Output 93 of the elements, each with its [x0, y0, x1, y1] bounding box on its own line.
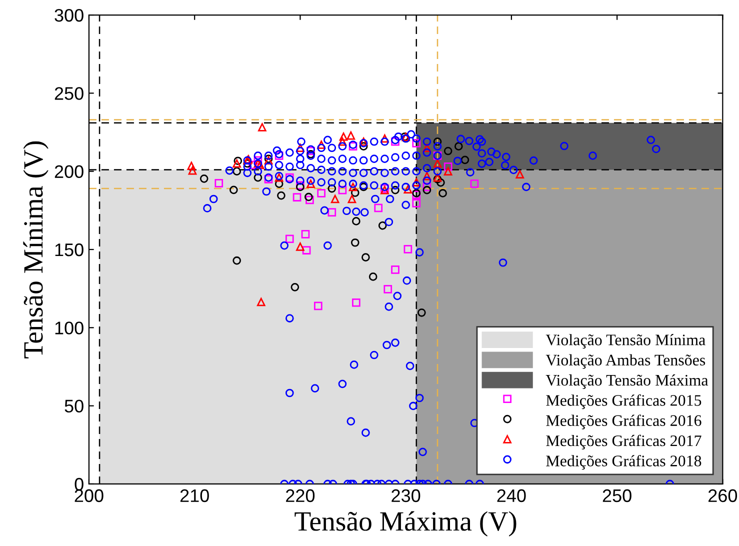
- y-tick-label: 200: [54, 165, 84, 178]
- point: [214, 179, 224, 188]
- point: [274, 180, 284, 188]
- point: [304, 192, 313, 202]
- point: [460, 156, 470, 164]
- point: [296, 144, 304, 152]
- point: [301, 230, 310, 238]
- point: [328, 184, 336, 193]
- y-tick-label: 150: [55, 243, 84, 256]
- y-tick-label: 50: [64, 400, 84, 413]
- point: [436, 178, 445, 187]
- point: [346, 131, 356, 140]
- point: [306, 180, 315, 188]
- point: [422, 186, 432, 194]
- point: [306, 196, 314, 204]
- point: [352, 298, 360, 307]
- point: [374, 204, 383, 212]
- point: [444, 146, 452, 156]
- x-tick-label: 250: [602, 489, 632, 502]
- point: [368, 272, 378, 281]
- point: [391, 265, 400, 274]
- legend-label: Medições Gráficas 2018: [546, 454, 702, 470]
- point: [378, 221, 387, 230]
- point: [254, 156, 262, 165]
- point: [422, 182, 432, 192]
- point: [412, 139, 421, 148]
- point: [384, 285, 392, 294]
- point: [348, 182, 358, 192]
- legend-label: Violação Tensão Mínima: [546, 334, 706, 349]
- x-tick-label: 260: [708, 489, 738, 502]
- point: [454, 142, 463, 150]
- point: [339, 132, 348, 141]
- y-tick-label: 300: [54, 8, 84, 22]
- point: [328, 208, 336, 216]
- point: [234, 156, 242, 166]
- point: [433, 137, 442, 146]
- point: [438, 189, 447, 198]
- point: [232, 167, 242, 176]
- point: [200, 174, 208, 183]
- point: [422, 172, 432, 180]
- x-tick-label: 230: [392, 489, 420, 502]
- point: [422, 144, 432, 152]
- point: [317, 140, 326, 149]
- point: [417, 308, 426, 317]
- point: [404, 245, 412, 254]
- legend-label: Violação Tensão Máxima: [546, 374, 708, 389]
- point: [232, 159, 242, 168]
- point: [412, 178, 421, 186]
- point: [292, 193, 302, 202]
- point: [296, 242, 304, 251]
- point: [352, 217, 360, 226]
- point: [338, 137, 347, 146]
- point: [350, 238, 360, 247]
- y-axis-title: Tensão Mínima (V): [23, 141, 48, 358]
- point: [314, 302, 322, 310]
- x-tick-label: 240: [497, 489, 526, 502]
- point: [254, 173, 262, 182]
- legend-label: Medições Gráficas 2017: [546, 434, 702, 450]
- y-tick-label: 100: [55, 322, 84, 334]
- point: [232, 256, 242, 265]
- point: [330, 194, 340, 204]
- point: [302, 246, 311, 254]
- point: [338, 186, 347, 194]
- point: [444, 162, 452, 171]
- point: [391, 186, 400, 194]
- point: [470, 180, 479, 188]
- point: [433, 159, 442, 168]
- point: [359, 142, 368, 150]
- point: [277, 191, 286, 200]
- point: [404, 185, 412, 194]
- point: [516, 170, 524, 178]
- point: [188, 166, 197, 175]
- y-tick-label: 250: [54, 87, 84, 100]
- legend-label: Violação Ambas Tensões: [546, 354, 706, 369]
- x-tick-label: 220: [286, 489, 315, 502]
- point: [380, 134, 389, 143]
- point: [444, 167, 452, 176]
- point: [290, 283, 300, 292]
- x-tick-label: 210: [180, 489, 209, 502]
- point: [348, 194, 356, 204]
- point: [230, 186, 238, 194]
- legend-label: Medições Gráficas 2016: [546, 414, 702, 430]
- point: [317, 189, 326, 198]
- point: [412, 199, 421, 208]
- point: [187, 162, 196, 170]
- x-tick-label: 200: [74, 489, 104, 502]
- point: [285, 234, 294, 244]
- point: [258, 123, 266, 132]
- point: [350, 188, 360, 197]
- legend-label: Medições Gráficas 2015: [546, 394, 702, 410]
- x-axis-title: Tensão Máxima (V): [294, 511, 516, 536]
- point: [362, 253, 370, 262]
- point: [256, 298, 266, 306]
